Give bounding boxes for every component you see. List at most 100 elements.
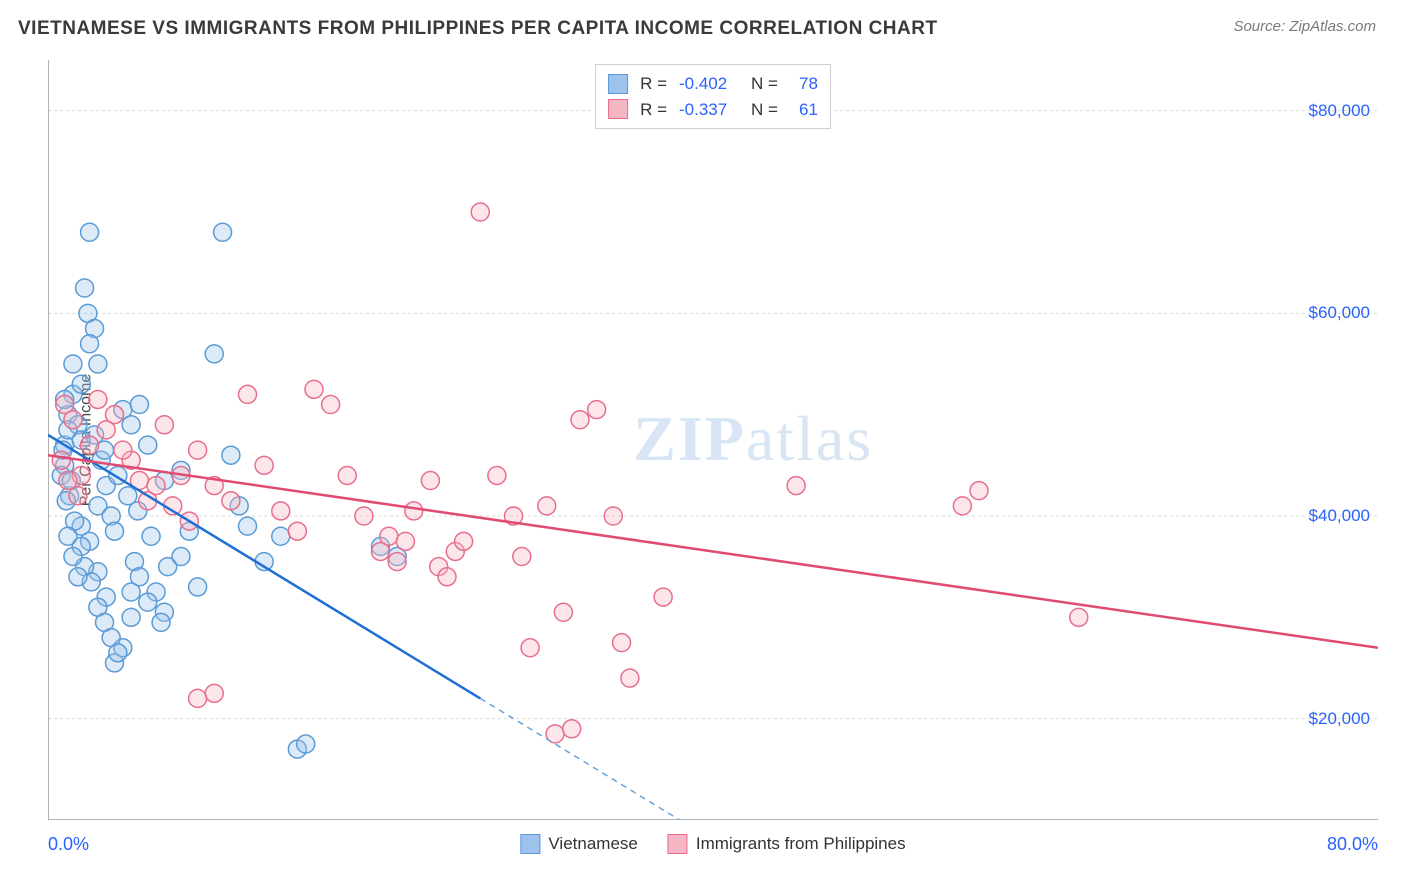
data-point [97,421,115,439]
scatter-plot [48,60,1378,820]
r-value: -0.402 [679,71,739,97]
legend-label: Vietnamese [548,834,637,854]
r-value: -0.337 [679,97,739,123]
data-point [222,492,240,510]
legend-swatch [668,834,688,854]
data-point [654,588,672,606]
data-point [421,472,439,490]
data-point [122,608,140,626]
data-point [89,355,107,373]
data-point [322,396,340,414]
data-point [152,613,170,631]
data-point [89,390,107,408]
y-axis-tick-label: $80,000 [1309,101,1370,121]
legend-item: Immigrants from Philippines [668,834,906,854]
y-axis-tick-label: $40,000 [1309,506,1370,526]
n-label: N = [751,71,778,97]
data-point [189,689,207,707]
legend-swatch [520,834,540,854]
data-point [970,482,988,500]
data-point [142,527,160,545]
r-label: R = [640,97,667,123]
legend-row: R = -0.337 N = 61 [608,97,818,123]
data-point [239,385,257,403]
data-point [147,477,165,495]
data-point [214,223,232,241]
n-value: 78 [790,71,818,97]
data-point [521,639,539,657]
x-axis-min-label: 0.0% [48,834,89,855]
data-point [155,416,173,434]
legend-swatch [608,74,628,94]
data-point [222,446,240,464]
data-point [380,527,398,545]
data-point [355,507,373,525]
data-point [471,203,489,221]
data-point [621,669,639,687]
series-legend: Vietnamese Immigrants from Philippines [520,834,905,854]
data-point [272,502,290,520]
data-point [122,416,140,434]
x-axis-max-label: 80.0% [1327,834,1378,855]
data-point [953,497,971,515]
data-point [405,502,423,520]
data-point [76,279,94,297]
legend-swatch [608,99,628,119]
data-point [563,720,581,738]
y-axis-tick-label: $60,000 [1309,303,1370,323]
trend-line [48,455,1378,648]
chart-area: Per Capita Income ZIPatlas R = -0.402 N … [48,60,1378,820]
data-point [122,583,140,601]
data-point [81,436,99,454]
data-point [81,223,99,241]
data-point [172,548,190,566]
data-point [787,477,805,495]
data-point [239,517,257,535]
data-point [272,527,290,545]
data-point [205,684,223,702]
data-point [438,568,456,586]
data-point [69,487,87,505]
data-point [139,436,157,454]
data-point [189,441,207,459]
r-label: R = [640,71,667,97]
legend-item: Vietnamese [520,834,637,854]
data-point [571,411,589,429]
data-point [297,735,315,753]
data-point [52,451,70,469]
data-point [588,401,606,419]
data-point [109,644,127,662]
data-point [69,568,87,586]
data-point [81,335,99,353]
data-point [388,553,406,571]
chart-title: VIETNAMESE VS IMMIGRANTS FROM PHILIPPINE… [18,18,938,40]
data-point [488,466,506,484]
data-point [130,396,148,414]
data-point [1070,608,1088,626]
source-attribution: Source: ZipAtlas.com [1233,18,1376,35]
data-point [72,375,90,393]
n-label: N = [751,97,778,123]
data-point [455,532,473,550]
data-point [114,441,132,459]
legend-row: R = -0.402 N = 78 [608,71,818,97]
data-point [59,527,77,545]
correlation-legend: R = -0.402 N = 78 R = -0.337 N = 61 [595,64,831,129]
data-point [205,345,223,363]
data-point [305,380,323,398]
data-point [613,634,631,652]
data-point [554,603,572,621]
data-point [255,456,273,474]
data-point [64,355,82,373]
legend-label: Immigrants from Philippines [696,834,906,854]
data-point [396,532,414,550]
data-point [64,548,82,566]
n-value: 61 [790,97,818,123]
data-point [288,522,306,540]
data-point [604,507,622,525]
y-axis-tick-label: $20,000 [1309,709,1370,729]
data-point [513,548,531,566]
data-point [189,578,207,596]
data-point [338,466,356,484]
data-point [106,522,124,540]
